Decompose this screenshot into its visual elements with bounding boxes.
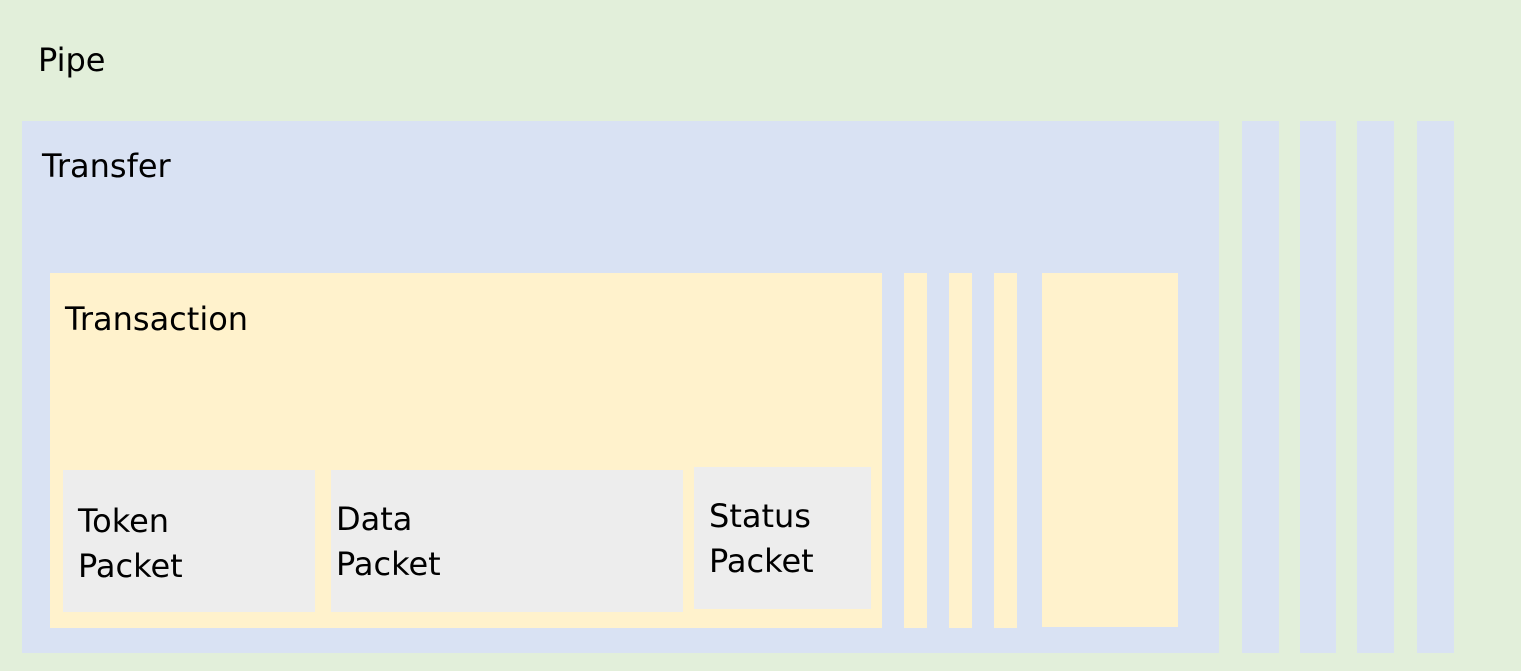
transaction-slice bbox=[949, 273, 972, 628]
status-packet-line1: Status bbox=[709, 497, 811, 535]
transaction-label: Transaction bbox=[65, 300, 249, 338]
status-packet-line2: Packet bbox=[709, 542, 814, 580]
transfer-slice bbox=[1300, 121, 1336, 653]
transfer-slice bbox=[1242, 121, 1279, 653]
transfer-slice bbox=[1417, 121, 1454, 653]
token-packet: Token Packet bbox=[63, 470, 315, 612]
transfer-slice bbox=[1357, 121, 1394, 653]
data-packet-line1: Data bbox=[336, 500, 413, 538]
transaction-slice bbox=[904, 273, 927, 628]
transfer-block: Transfer Transaction Token Packet Data P… bbox=[22, 121, 1219, 653]
transaction-block: Transaction Token Packet Data Packet Sta… bbox=[50, 273, 882, 628]
transaction-slice bbox=[994, 273, 1017, 628]
transfer-label: Transfer bbox=[42, 147, 171, 185]
token-packet-line2: Packet bbox=[78, 547, 183, 585]
transaction-slice bbox=[1042, 273, 1178, 627]
data-packet: Data Packet bbox=[331, 470, 683, 612]
data-packet-line2: Packet bbox=[336, 545, 441, 583]
status-packet: Status Packet bbox=[694, 467, 871, 609]
token-packet-line1: Token bbox=[78, 502, 170, 540]
pipe-label: Pipe bbox=[38, 41, 106, 79]
